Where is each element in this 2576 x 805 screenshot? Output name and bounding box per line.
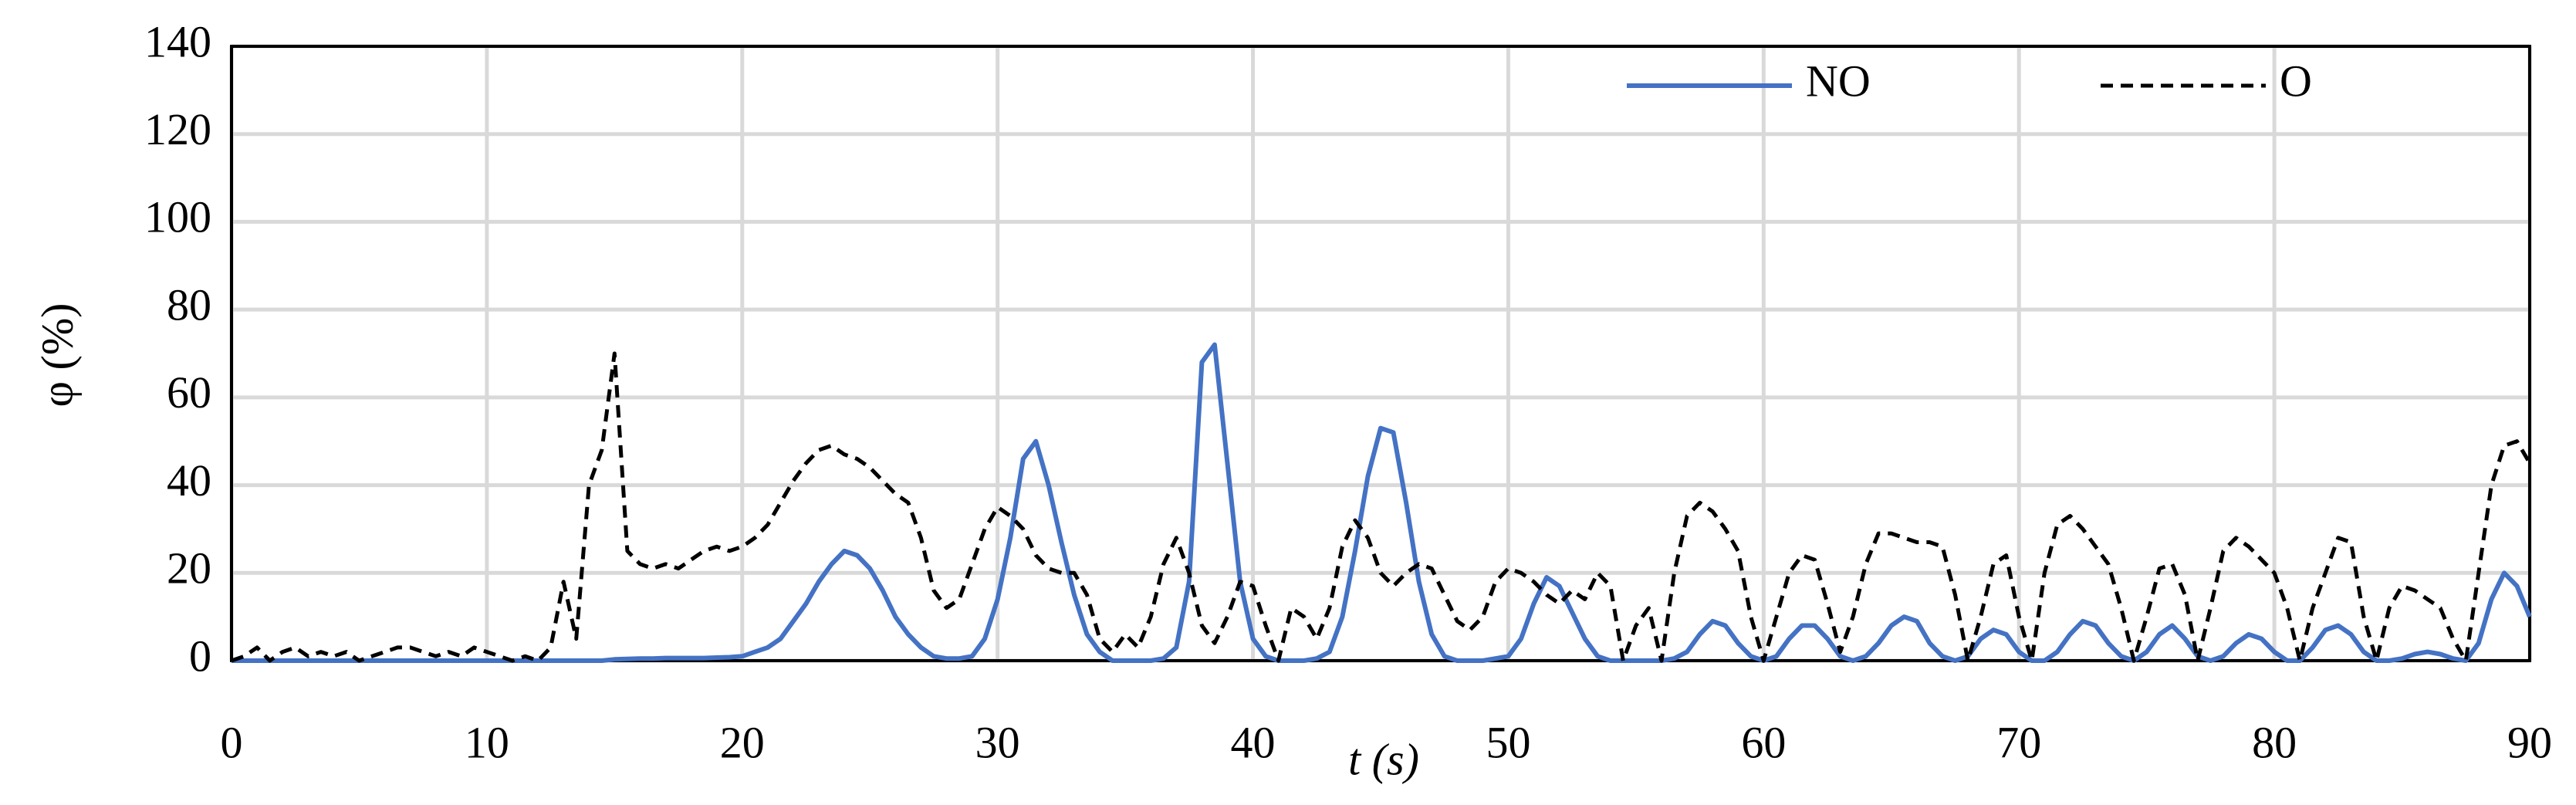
x-tick-label: 10 xyxy=(465,717,509,767)
x-tick-label: 30 xyxy=(975,717,1020,767)
x-tick-label: 70 xyxy=(1996,717,2041,767)
x-tick-label: 40 xyxy=(1231,717,1276,767)
x-axis-label: t (s) xyxy=(1348,734,1419,784)
legend-label: O xyxy=(2280,56,2312,106)
x-tick-label: 80 xyxy=(2252,717,2297,767)
x-tick-label: 90 xyxy=(2507,717,2552,767)
y-axis-label: φ (%) xyxy=(32,303,82,408)
y-tick-label: 80 xyxy=(167,279,211,330)
y-tick-label: 0 xyxy=(189,631,211,681)
y-tick-label: 20 xyxy=(167,543,211,594)
y-tick-label: 120 xyxy=(144,104,211,154)
series-line xyxy=(231,351,2532,663)
series-line xyxy=(232,342,2532,663)
x-tick-label: 50 xyxy=(1486,717,1530,767)
x-tick-label: 60 xyxy=(1741,717,1786,767)
y-tick-label: 40 xyxy=(167,455,211,506)
y-tick-label: 60 xyxy=(167,367,211,418)
y-tick-label: 100 xyxy=(144,192,211,242)
y-tick-label: 140 xyxy=(144,16,211,66)
x-tick-label: 0 xyxy=(221,717,243,767)
x-tick-label: 20 xyxy=(720,717,765,767)
legend-label: NO xyxy=(1806,56,1871,106)
plot-frame xyxy=(230,45,2531,662)
